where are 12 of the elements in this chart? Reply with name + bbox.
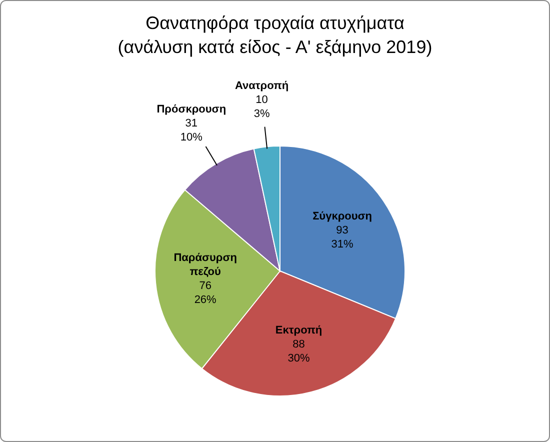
slice-label: Σύγκρουση xyxy=(312,210,372,222)
chart-title: Θανατηφόρα τροχαία ατυχήματα xyxy=(144,12,406,35)
data-label: 31 10% xyxy=(180,117,203,144)
slice-label: Πρόσκρουση xyxy=(156,103,226,116)
slice-label: Παράσυρση πεζού xyxy=(174,252,238,278)
slice-label: Εκτροπή xyxy=(275,324,322,337)
data-label: 10 3% xyxy=(254,94,270,120)
data-label: 93 31% xyxy=(331,224,354,250)
slice-label: Ανατροπή xyxy=(234,80,289,92)
data-label: 88 30% xyxy=(288,338,310,365)
chart-subtitle: (ανάλυση κατά είδος - Α' εξάμηνο 2019) xyxy=(116,36,434,59)
data-label: 76 26% xyxy=(194,280,217,306)
